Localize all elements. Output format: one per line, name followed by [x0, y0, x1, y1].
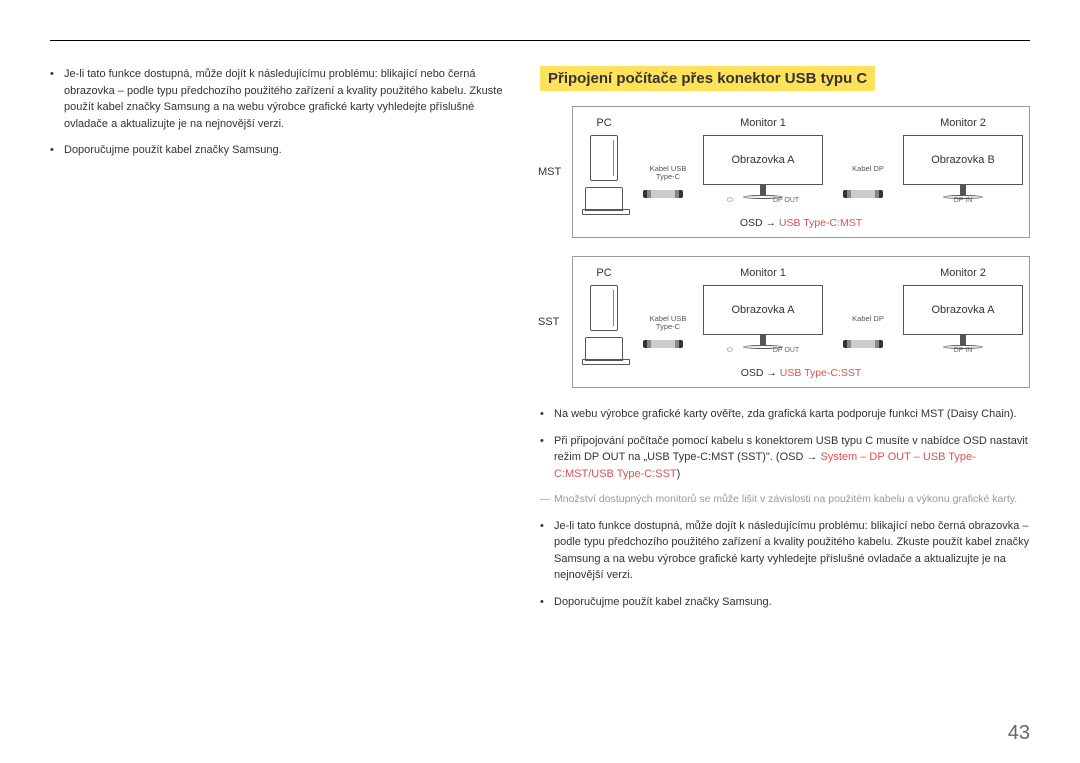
mst-label: MST — [538, 166, 561, 178]
right-bullet: Na webu výrobce grafické karty ověřte, z… — [554, 406, 1030, 423]
laptop-icon — [585, 187, 623, 211]
left-column: Je-li tato funkce dostupná, může dojít k… — [50, 66, 510, 620]
left-bullet: Je-li tato funkce dostupná, může dojít k… — [64, 66, 510, 132]
screen-a: Obrazovka A — [703, 135, 823, 185]
pc-label: PC — [596, 117, 611, 129]
screen-b: Obrazovka B — [903, 135, 1023, 185]
cable-dp-label: Kabel DP — [843, 165, 893, 173]
port-dpout: DP OUT — [773, 197, 799, 205]
monitor2-label: Monitor 2 — [940, 267, 986, 279]
screen-a2: Obrazovka A — [903, 285, 1023, 335]
cable-dp-label: Kabel DP — [843, 315, 893, 323]
monitor1-label: Monitor 1 — [740, 267, 786, 279]
right-bullet-osd: Při připojování počítače pomocí kabelu s… — [554, 433, 1030, 483]
cable-icon — [843, 190, 883, 198]
cable-usbc-label: Kabel USB Type-C — [643, 315, 693, 332]
osd-sst-text: OSD → USB Type-C:SST — [585, 367, 1017, 379]
sst-label: SST — [538, 316, 559, 328]
page-number: 43 — [1008, 722, 1030, 745]
left-bullet: Doporučujme použít kabel značky Samsung. — [64, 142, 510, 159]
pc-tower-icon — [590, 285, 618, 331]
cable-icon — [643, 340, 683, 348]
diagram-sst: SST PC Kabel USB Type-C Monitor 1 — [572, 256, 1030, 388]
screen-a: Obrazovka A — [703, 285, 823, 335]
section-title: Připojení počítače přes konektor USB typ… — [540, 66, 875, 91]
port-usbc: ⬭ — [727, 197, 733, 205]
port-usbc: ⬭ — [727, 347, 733, 355]
port-dpin: DP IN — [954, 197, 973, 204]
cable-icon — [843, 340, 883, 348]
monitor2-label: Monitor 2 — [940, 117, 986, 129]
right-bullet: Doporučujme použít kabel značky Samsung. — [554, 594, 1030, 611]
pc-tower-icon — [590, 135, 618, 181]
cable-icon — [643, 190, 683, 198]
port-dpout: DP OUT — [773, 347, 799, 355]
gray-note: Množství dostupných monitorů se může liš… — [540, 492, 1030, 508]
top-divider — [50, 40, 1030, 41]
pc-label: PC — [596, 267, 611, 279]
laptop-icon — [585, 337, 623, 361]
monitor1-label: Monitor 1 — [740, 117, 786, 129]
port-dpin: DP IN — [954, 347, 973, 354]
cable-usbc-label: Kabel USB Type-C — [643, 165, 693, 182]
osd-mst-text: OSD → USB Type-C:MST — [585, 217, 1017, 229]
right-bullet: Je-li tato funkce dostupná, může dojít k… — [554, 518, 1030, 584]
right-column: Připojení počítače přes konektor USB typ… — [540, 66, 1030, 620]
diagram-mst: MST PC Kabel USB Type-C Monitor 1 — [572, 106, 1030, 238]
